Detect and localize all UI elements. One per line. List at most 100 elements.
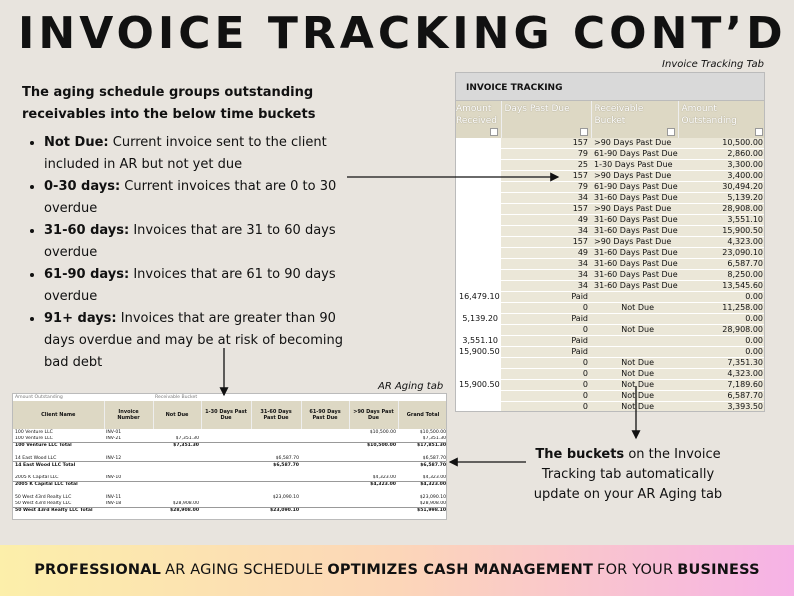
- column-header: Receivable Bucket: [591, 101, 679, 138]
- filter-button: [579, 128, 588, 136]
- cell: >90 Days Past Due: [591, 170, 678, 182]
- row: 14 East Wood LLC INV-12 $6,587.70 $6,587.70: [13, 455, 446, 462]
- cell: INV-11: [106, 494, 122, 500]
- cell: [456, 225, 501, 237]
- cell: [456, 280, 501, 292]
- cell: 23,090.10: [678, 247, 764, 259]
- row: 157 >90 Days Past Due 10,500.00: [456, 138, 764, 149]
- cell: 15,900.50: [678, 225, 764, 237]
- row: 25 1-30 Days Past Due 3,300.00: [456, 159, 764, 171]
- cell: 13,545.60: [678, 280, 764, 292]
- cell: 157: [501, 203, 591, 215]
- cell: 0.00: [678, 291, 764, 303]
- cell: [301, 506, 350, 514]
- cell: [301, 480, 350, 488]
- cell: [456, 258, 501, 270]
- bullet-text: Invoices that are greater than 90 days o…: [44, 311, 343, 370]
- cell: [349, 461, 399, 468]
- cell: 50 West 43rd Realty LLC Total: [13, 506, 104, 514]
- corner-label: Amount Outstanding: [15, 395, 63, 400]
- caption: AR Aging tab: [378, 381, 444, 392]
- bullet-text: Current invoice sent to the client inclu…: [44, 135, 327, 172]
- cell: [153, 461, 202, 468]
- bullet: Not Due: Current invoice sent to the cli…: [44, 132, 346, 176]
- ar-aging-sheet: Amount Outstanding Receivable Bucket Clien…: [12, 393, 447, 520]
- cell: 3,551.10: [456, 335, 501, 347]
- cell: 2005 K Capital LLC Total: [13, 480, 104, 488]
- cell: 34: [501, 192, 591, 204]
- column-header: 1-30 Days Past Due: [201, 401, 252, 429]
- cell: 6,587.70: [678, 390, 764, 402]
- row: 157 >90 Days Past Due 3,400.00: [456, 170, 764, 182]
- cell: $23,090.10: [251, 506, 302, 514]
- cell: $7,351.30: [422, 436, 447, 441]
- cell: 31-60 Days Past Due: [591, 247, 678, 259]
- cell: 15,900.50: [456, 346, 501, 358]
- cell: 28,908.00: [678, 203, 764, 215]
- cell: 2,860.00: [678, 148, 764, 160]
- cell: 0.00: [678, 346, 764, 358]
- invoice-table: Amount Received Days Past Due Receivable B…: [456, 101, 764, 411]
- banner-segment: OPTIMIZES CASH MANAGEMENT: [327, 562, 594, 578]
- cell: [456, 269, 501, 281]
- row: 34 31-60 Days Past Due 6,587.70: [456, 258, 764, 270]
- row: 15,900.50 Paid 0.00: [456, 346, 764, 358]
- bullet-text: Invoices that are 31 to 60 days overdue: [44, 223, 336, 260]
- cell: [251, 480, 302, 488]
- cell: $7,351.30: [175, 436, 200, 441]
- row: 5,139.20 Paid 0.00: [456, 313, 764, 325]
- cell: INV-01: [106, 429, 122, 435]
- cell: [104, 506, 154, 514]
- cell: [201, 480, 252, 488]
- cell: 15,900.50: [456, 379, 501, 391]
- cell: 0: [501, 390, 591, 402]
- cell: Not Due: [591, 379, 678, 391]
- cell: $4,323.00: [398, 480, 446, 488]
- cell: [591, 291, 678, 303]
- cell: 34: [501, 258, 591, 270]
- cell: [153, 480, 202, 488]
- column-header: Amount Outstanding: [678, 101, 764, 138]
- cell: $10,500.00: [369, 429, 397, 435]
- row: 0 Not Due 7,351.30: [456, 357, 764, 369]
- cell: INV-12: [106, 455, 122, 461]
- row: 157 >90 Days Past Due 4,323.00: [456, 236, 764, 248]
- row: 16,479.10 Paid 0.00: [456, 291, 764, 303]
- cell: 100 Venture LLC: [15, 429, 53, 435]
- row: 100 Venture LLC INV-01 $10,500.00 $10,500.0…: [13, 429, 446, 436]
- cell: $7,351.30: [153, 441, 202, 449]
- cell: $10,500.00: [349, 441, 399, 449]
- cell: [456, 138, 501, 149]
- bullet: 0-30 days: Current invoices that are 0 t…: [44, 176, 346, 220]
- column-header: >90 Days Past Due: [349, 401, 399, 429]
- bullet-list: Not Due: Current invoice sent to the cli…: [24, 132, 346, 374]
- filter-button: [489, 128, 498, 136]
- row: 50 West 43rd Realty LLC INV-11 $23,090.10 $…: [13, 494, 446, 501]
- header-row: Client Name Invoice Number Not Due 1-30 Day…: [13, 401, 446, 429]
- cell: 31-60 Days Past Due: [591, 258, 678, 270]
- row: 100 Venture LLC INV-21 $7,351.30 $7,351.30: [13, 436, 447, 443]
- cell: Paid: [501, 313, 591, 325]
- note-text: on the Invoice Tracking tab automaticall…: [533, 447, 723, 502]
- cell: Not Due: [591, 401, 678, 411]
- cell: $51,998.10: [398, 506, 446, 514]
- row: 79 61-90 Days Past Due 2,860.00: [456, 148, 764, 160]
- cell: [201, 441, 252, 449]
- column-header: Not Due: [153, 401, 202, 429]
- cell: [456, 302, 501, 314]
- cell: 3,393.50: [678, 401, 764, 411]
- cell: 0: [501, 379, 591, 391]
- banner-segment: PROFESSIONAL: [34, 562, 162, 578]
- cell: Paid: [501, 291, 591, 303]
- row: 0 Not Due 6,587.70: [456, 390, 764, 402]
- cell: $23,090.10: [272, 494, 300, 500]
- cell: 6,587.70: [678, 258, 764, 270]
- cell: [301, 441, 350, 449]
- cell: [201, 461, 252, 468]
- column-header: 61-90 Days Past Due: [301, 401, 350, 429]
- bullet-term: Not Due:: [44, 135, 109, 150]
- cell: Not Due: [591, 302, 678, 314]
- row: 34 31-60 Days Past Due 13,545.60: [456, 280, 764, 292]
- cell: Not Due: [591, 357, 678, 369]
